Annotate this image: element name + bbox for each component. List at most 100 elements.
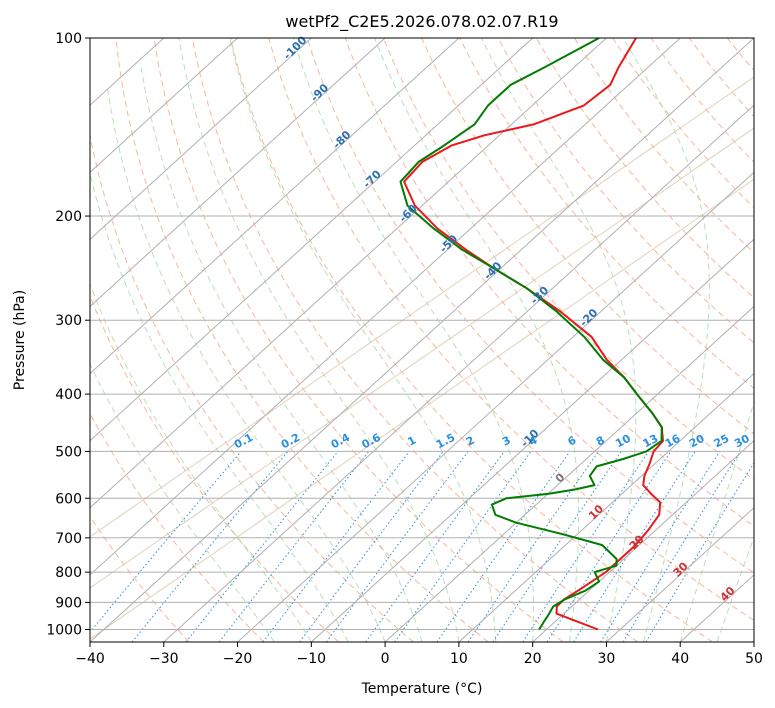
adiabat-label: -50 xyxy=(437,232,460,255)
mixing-ratio-label: 1.5 xyxy=(434,431,457,452)
y-tick-label: 1000 xyxy=(46,622,82,638)
moist-adiabat xyxy=(139,62,423,642)
dry-adiabat xyxy=(688,38,754,118)
mixing-ratio-line xyxy=(299,451,444,642)
isotherm xyxy=(163,104,754,642)
moist-adiabat xyxy=(716,535,754,642)
mixing-ratio-label: 8 xyxy=(594,434,607,449)
isotherm xyxy=(90,38,607,509)
y-tick-label: 800 xyxy=(55,565,82,581)
isotherm xyxy=(90,38,460,375)
mixing-ratio-line xyxy=(600,451,721,642)
mixing-ratio-label: 3 xyxy=(500,434,513,449)
mixing-ratio-line xyxy=(90,451,242,633)
x-tick-label: −40 xyxy=(75,651,105,667)
x-tick-label: −10 xyxy=(297,651,327,667)
y-tick-label: 600 xyxy=(55,491,82,507)
adiabat-label: 30 xyxy=(671,559,691,579)
mixing-ratio-line xyxy=(131,451,289,642)
dry-adiabat xyxy=(153,38,564,642)
mixing-ratio-line xyxy=(573,451,696,642)
mixing-ratio-label: 16 xyxy=(663,432,683,451)
isotherm xyxy=(90,38,534,442)
mixing-ratio-label: 6 xyxy=(566,433,579,448)
reference-arc xyxy=(90,178,754,640)
moist-adiabat xyxy=(622,38,710,642)
dry-adiabat xyxy=(650,38,754,163)
moist-adiabat xyxy=(679,400,754,642)
mixing-ratio-line xyxy=(325,451,469,642)
isotherm xyxy=(532,440,754,642)
mixing-ratio-label: 1 xyxy=(405,434,418,449)
y-axis: 100 200 300 400 500 600 700 800 900 1000 xyxy=(46,31,90,638)
y-tick-label: 900 xyxy=(55,595,82,611)
dry-adiabat xyxy=(230,38,713,642)
moist-adiabat xyxy=(178,38,460,642)
y-tick-label: 500 xyxy=(55,444,82,460)
dry-adiabat xyxy=(268,38,754,622)
isotherm xyxy=(458,372,754,642)
x-tick-label: 40 xyxy=(671,651,689,667)
temperature-line xyxy=(403,38,664,631)
y-tick-label: 100 xyxy=(55,31,82,47)
mixing-ratio-line xyxy=(522,451,650,642)
mixing-ratio-label: 0.1 xyxy=(232,431,255,452)
isotherm xyxy=(90,38,238,173)
moist-adiabat xyxy=(229,38,497,642)
mixing-ratio-label: 13 xyxy=(641,432,661,451)
mixing-ratio-line xyxy=(436,451,571,642)
x-tick-label: 30 xyxy=(598,651,616,667)
chart-title: wetPf2_C2E5.2026.078.02.07.R19 xyxy=(285,12,558,32)
isotherm xyxy=(310,238,754,642)
mixing-ratio-label: 0.4 xyxy=(329,431,353,452)
isotherm xyxy=(90,38,681,576)
y-axis-label: Pressure (hPa) xyxy=(12,290,28,390)
adiabat-label: -60 xyxy=(397,202,420,225)
x-axis: −40 −30 −20 −10 0 10 20 30 40 50 xyxy=(75,642,763,667)
x-tick-label: 0 xyxy=(381,651,390,667)
mixing-ratio-line xyxy=(467,451,599,642)
line-annotations: 0.1 0.2 0.4 0.6 1 1.5 2 3 4 6 8 10 13 16 20 25 30-100-90… xyxy=(232,33,752,604)
isotherm xyxy=(753,641,754,642)
adiabat-label: -90 xyxy=(308,81,331,104)
y-tick-label: 400 xyxy=(55,387,82,403)
adiabat-label: -10 xyxy=(518,427,541,450)
mixing-ratio-label: 0.6 xyxy=(360,431,384,452)
dry-adiabat xyxy=(90,412,265,642)
mixing-ratio-line xyxy=(365,451,505,642)
mixing-ratio-line xyxy=(218,451,370,642)
profiles xyxy=(399,38,664,631)
x-axis-label: Temperature (°C) xyxy=(361,681,483,697)
mixing-ratio-line xyxy=(492,451,622,642)
dry-adiabat xyxy=(766,38,775,642)
moist-adiabat xyxy=(90,170,349,642)
isotherm xyxy=(237,171,754,642)
moist-adiabat xyxy=(107,89,386,642)
adiabat-label: 10 xyxy=(586,502,606,522)
isotherm xyxy=(90,38,312,240)
dry-adiabat xyxy=(115,38,489,642)
mixing-ratio-line xyxy=(622,451,741,642)
moist-adiabat xyxy=(292,38,534,642)
grid xyxy=(90,38,754,642)
mixing-ratio-line xyxy=(546,451,672,642)
y-tick-label: 700 xyxy=(55,531,82,547)
reference-arc xyxy=(90,76,754,538)
dry-adiabat xyxy=(497,38,754,344)
dry-adiabat xyxy=(306,38,754,574)
mixing-ratio-label: 0.2 xyxy=(279,431,302,452)
dry-adiabat xyxy=(90,515,190,642)
x-tick-label: 10 xyxy=(450,651,468,667)
reference-arc xyxy=(90,127,754,589)
isotherm xyxy=(90,38,386,308)
y-tick-label: 300 xyxy=(55,313,82,329)
isotherm xyxy=(606,507,754,642)
dry-adiabat xyxy=(535,38,754,299)
dry-adiabat xyxy=(382,38,754,481)
adiabat-label: -80 xyxy=(330,128,353,151)
x-tick-label: 50 xyxy=(745,651,763,667)
dry-adiabat xyxy=(459,38,754,389)
isotherm xyxy=(384,305,754,642)
dry-adiabat xyxy=(344,38,754,527)
